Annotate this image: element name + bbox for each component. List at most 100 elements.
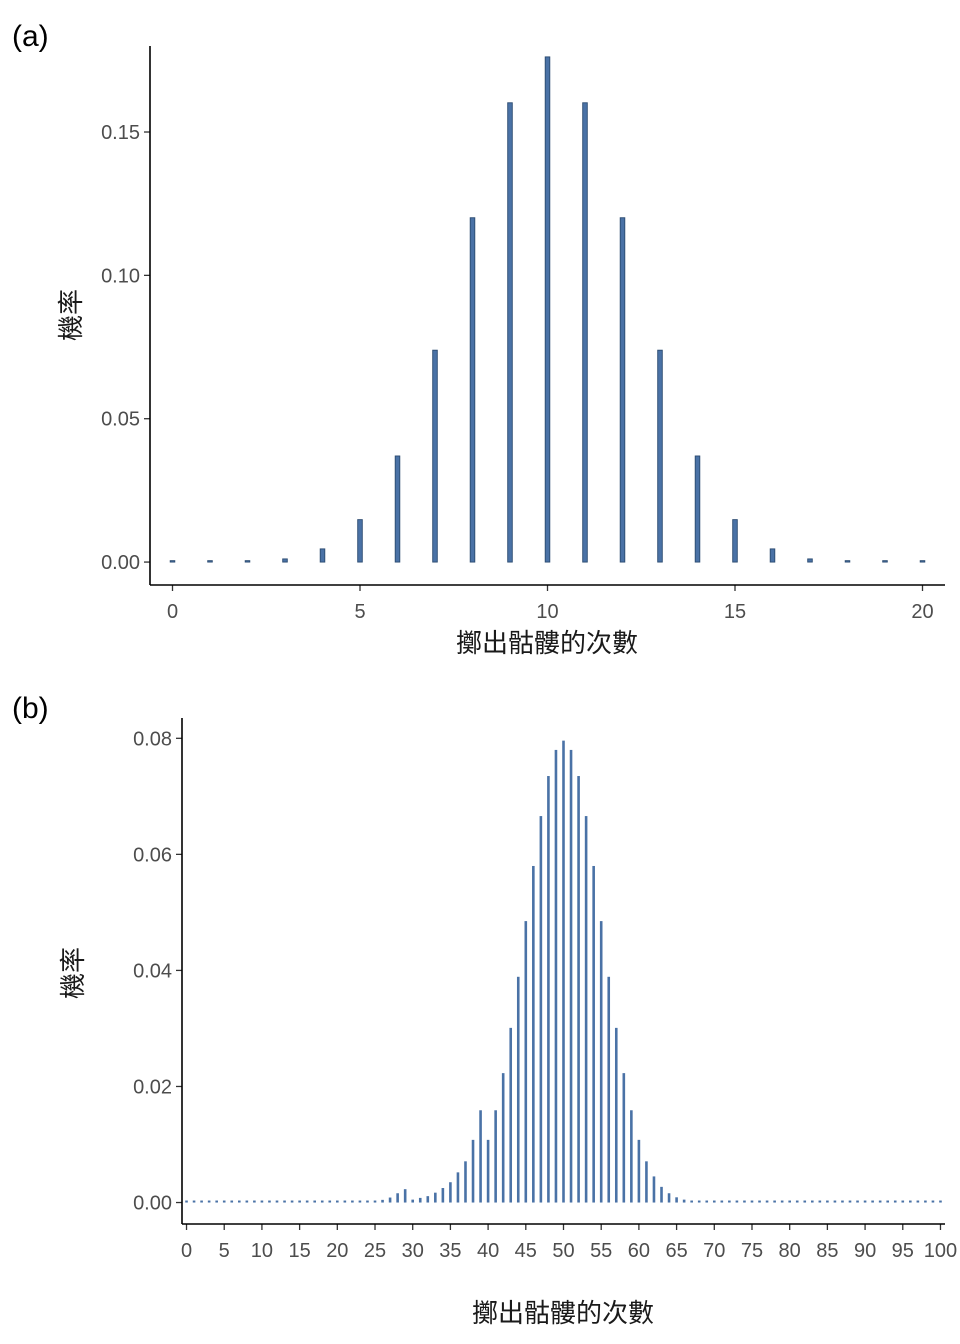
bar-x-35 — [449, 1182, 452, 1203]
bar-x-8 — [245, 1200, 249, 1203]
x-tick-label: 15 — [724, 601, 746, 623]
bar-x-100 — [939, 1200, 942, 1203]
x-tick-label: 5 — [354, 601, 365, 623]
bar-x-6 — [394, 455, 401, 563]
bar-x-4 — [215, 1200, 218, 1203]
bar-x-52 — [577, 776, 580, 1203]
bar-x-84 — [818, 1200, 822, 1203]
bar-x-34 — [441, 1188, 445, 1203]
bar-x-13 — [283, 1200, 286, 1203]
bar-x-5 — [222, 1200, 226, 1203]
y-tick-label: 0.06 — [133, 844, 172, 866]
bar-x-61 — [645, 1161, 648, 1203]
bar-x-7 — [432, 349, 438, 563]
bar-x-8 — [469, 217, 476, 563]
bar-x-72 — [728, 1200, 731, 1203]
x-tick-label: 10 — [251, 1240, 273, 1262]
bar-x-57 — [614, 1027, 618, 1203]
bar-x-87 — [841, 1200, 844, 1203]
bar-x-42 — [501, 1073, 505, 1203]
x-tick-label: 0 — [181, 1240, 192, 1262]
bar-x-49 — [554, 749, 558, 1203]
bar-x-21 — [343, 1200, 347, 1203]
panel-b-y-ticks: 0.00 0.02 0.04 0.06 0.08 — [133, 728, 182, 1215]
bar-x-14 — [290, 1200, 294, 1203]
x-tick-label: 35 — [439, 1240, 461, 1262]
bar-x-44 — [516, 976, 520, 1203]
bar-x-79 — [780, 1200, 784, 1203]
panel-b-bars — [185, 740, 942, 1203]
y-tick-label: 0.05 — [101, 409, 140, 431]
bar-x-99 — [931, 1200, 935, 1203]
bar-x-69 — [705, 1200, 709, 1203]
x-tick-label: 5 — [219, 1240, 230, 1262]
bar-x-10 — [544, 56, 551, 563]
x-tick-label: 80 — [779, 1240, 801, 1262]
panel-b: (b) 0.00 0.02 0.04 0.06 0.08 0 5 10 15 20 25 30 35 4… — [12, 692, 957, 1329]
bar-x-47 — [539, 816, 543, 1203]
panel-b-y-title: 機率 — [59, 947, 89, 999]
bar-x-4 — [319, 548, 326, 563]
panel-b-x-title: 擲出骷髏的次數 — [472, 1299, 654, 1329]
x-tick-label: 55 — [590, 1240, 612, 1262]
bar-x-83 — [811, 1200, 814, 1203]
bar-x-40 — [486, 1139, 490, 1203]
x-tick-label: 90 — [854, 1240, 876, 1262]
bar-x-66 — [682, 1199, 686, 1203]
x-tick-label: 70 — [703, 1240, 725, 1262]
y-tick-label: 0.15 — [101, 122, 140, 144]
bar-x-54 — [592, 865, 595, 1203]
bar-x-64 — [667, 1193, 671, 1203]
bar-x-11 — [268, 1200, 271, 1203]
bar-x-26 — [381, 1199, 384, 1203]
x-tick-label: 75 — [741, 1240, 763, 1262]
bar-x-36 — [456, 1172, 460, 1203]
bar-x-16 — [305, 1200, 309, 1203]
bar-x-12 — [275, 1200, 279, 1203]
panel-a: (a) 0.00 0.05 0.10 0.15 0 5 10 15 20 擲出骷髏的次數 機率 — [12, 20, 945, 659]
bar-x-31 — [418, 1197, 422, 1203]
bar-x-77 — [765, 1200, 769, 1203]
bar-x-0 — [169, 560, 176, 563]
x-tick-label: 40 — [477, 1240, 499, 1262]
bar-x-18 — [844, 560, 851, 563]
bar-x-95 — [901, 1200, 905, 1203]
y-tick-label: 0.00 — [133, 1193, 172, 1215]
bar-x-19 — [882, 560, 888, 563]
bar-x-50 — [562, 740, 565, 1203]
y-tick-label: 0.00 — [101, 552, 140, 574]
x-tick-label: 20 — [911, 601, 933, 623]
panel-b-tag: (b) — [12, 692, 49, 725]
bar-x-2 — [200, 1200, 203, 1203]
bar-x-78 — [773, 1200, 776, 1203]
bar-x-1 — [207, 560, 213, 563]
bar-x-53 — [584, 816, 588, 1203]
bar-x-76 — [758, 1200, 761, 1203]
y-tick-label: 0.08 — [133, 728, 172, 750]
bar-x-39 — [479, 1110, 482, 1203]
bar-x-30 — [411, 1199, 415, 1203]
bar-x-28 — [396, 1193, 399, 1203]
bar-x-68 — [697, 1200, 701, 1203]
bar-x-6 — [230, 1200, 234, 1203]
x-tick-label: 25 — [364, 1240, 386, 1262]
bar-x-38 — [471, 1139, 475, 1203]
bar-x-29 — [403, 1189, 407, 1203]
bar-x-92 — [878, 1200, 882, 1203]
bar-x-86 — [833, 1200, 837, 1203]
bar-x-71 — [720, 1200, 724, 1203]
bar-x-58 — [622, 1073, 626, 1203]
bar-x-0 — [185, 1200, 188, 1203]
bar-x-82 — [803, 1200, 807, 1203]
panel-a-tag: (a) — [12, 20, 49, 53]
bar-x-20 — [336, 1200, 339, 1203]
bar-x-27 — [388, 1197, 392, 1203]
bar-x-33 — [434, 1192, 437, 1203]
x-tick-label: 85 — [816, 1240, 838, 1262]
bar-x-22 — [351, 1200, 354, 1203]
bar-x-91 — [871, 1200, 874, 1203]
bar-x-5 — [357, 519, 363, 563]
bar-x-97 — [916, 1200, 920, 1203]
bar-x-2 — [244, 560, 251, 563]
